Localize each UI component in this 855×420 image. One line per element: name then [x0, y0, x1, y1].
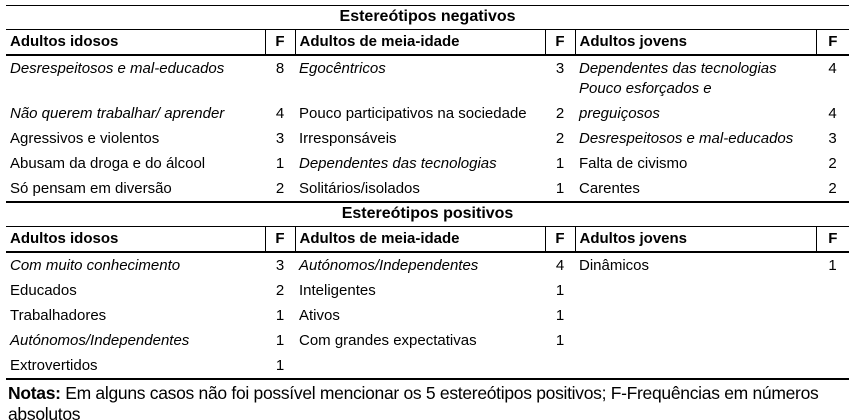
table-row: Trabalhadores 1 Ativos 1: [6, 303, 849, 328]
frequency-value: 1: [555, 282, 565, 299]
table-row: Com muito conhecimento 3 Autónomos/Indep…: [6, 252, 849, 278]
frequency-value: [816, 303, 849, 328]
frequency-value: 2: [816, 176, 850, 203]
stereotype-cell: [575, 278, 816, 303]
stereotype-cell: Não querem trabalhar/ aprender: [10, 105, 225, 122]
stereotype-cell: Educados: [10, 282, 77, 299]
column-header-middle-aged-adults: Adultos de meia-idade: [295, 226, 545, 253]
section-title-positive: Estereótipos positivos: [6, 202, 850, 227]
column-header-young-adults: Adultos jovens: [575, 29, 816, 56]
frequency-value: [545, 353, 575, 380]
stereotype-cell: Ativos: [299, 307, 340, 324]
frequency-value: 1: [275, 307, 285, 324]
stereotype-cell: Desrespeitosos e mal-educados: [10, 60, 225, 77]
frequency-value: 1: [555, 332, 565, 349]
stereotype-text: Dependentes das tecnologias: [579, 60, 777, 77]
stereotype-cell: Dependentes das tecnologias Pouco esforç…: [575, 55, 816, 101]
notes-text: Em alguns casos não foi possível mencion…: [8, 383, 819, 420]
column-header-older-adults: Adultos idosos: [6, 226, 265, 253]
frequency-value: 3: [275, 257, 285, 274]
stereotype-cell: [575, 303, 816, 328]
header-row-negative: Adultos idosos F Adultos de meia-idade F…: [6, 29, 850, 56]
frequency-value: 1: [275, 332, 285, 349]
frequency-value: 3: [555, 60, 565, 77]
stereotype-cell: Com grandes expectativas: [299, 332, 477, 349]
column-header-young-adults: Adultos jovens: [575, 226, 816, 253]
stereotype-cell: Dinâmicos: [579, 257, 650, 274]
frequency-value: 4: [555, 257, 565, 274]
column-header-frequency-1: F: [264, 29, 296, 56]
stereotype-cell: Autónomos/Independentes: [10, 332, 190, 349]
frequency-value: 1: [265, 353, 295, 380]
table-row: Só pensam em diversão 2 Solitários/isola…: [6, 176, 850, 203]
frequency-value: [816, 278, 849, 303]
frequency-value: 1: [828, 257, 837, 274]
stereotype-cell: Agressivos e violentos: [10, 130, 160, 147]
table-row: Autónomos/Independentes 1 Com grandes ex…: [6, 328, 849, 353]
header-row-positive: Adultos idosos F Adultos de meia-idade F…: [6, 226, 850, 253]
frequency-value: 3: [828, 130, 837, 147]
stereotype-text-wrap: Pouco esforçados e: [579, 80, 712, 97]
stereotype-cell: Irresponsáveis: [299, 130, 397, 147]
frequency-value: 1: [275, 155, 285, 172]
stereotype-cell: Extrovertidos: [6, 353, 265, 380]
frequency-value: 3: [275, 130, 285, 147]
column-header-middle-aged-adults: Adultos de meia-idade: [295, 29, 545, 56]
frequency-value: 2: [265, 176, 295, 203]
stereotype-cell: [575, 328, 816, 353]
stereotype-cell: Dependentes das tecnologias: [299, 155, 497, 172]
frequency-value: 4: [275, 105, 285, 122]
section-title-row-positive: Estereótipos positivos: [6, 202, 850, 227]
column-header-frequency-1: F: [264, 226, 296, 253]
table-row: Não querem trabalhar/ aprender 4 Pouco p…: [6, 101, 849, 126]
frequency-value: 2: [275, 282, 285, 299]
frequency-value: 1: [555, 155, 565, 172]
table-row: Abusam da droga e do álcool 1 Dependente…: [6, 151, 849, 176]
stereotypes-table: Estereótipos negativos Adultos idosos F …: [6, 5, 850, 380]
frequency-value: 2: [828, 155, 837, 172]
table-row: Extrovertidos 1: [6, 353, 850, 380]
stereotype-cell: Pouco participativos na sociedade: [299, 105, 527, 122]
table-notes: Notas: Em alguns casos não foi possível …: [6, 383, 849, 420]
stereotype-cell: Trabalhadores: [10, 307, 107, 324]
stereotype-cell: Carentes: [575, 176, 816, 203]
table-row: Desrespeitosos e mal-educados 8 Egocêntr…: [6, 55, 849, 101]
stereotype-cell: Abusam da droga e do álcool: [10, 155, 206, 172]
frequency-value: [816, 328, 849, 353]
stereotype-cell: Só pensam em diversão: [6, 176, 265, 203]
stereotype-cell: Inteligentes: [299, 282, 376, 299]
notes-label: Notas:: [8, 383, 61, 403]
section-title-row-negative: Estereótipos negativos: [6, 5, 850, 30]
column-header-older-adults: Adultos idosos: [6, 29, 265, 56]
table-row: Agressivos e violentos 3 Irresponsáveis …: [6, 126, 849, 151]
stereotype-cell: Falta de civismo: [579, 155, 688, 172]
stereotype-cell: [575, 353, 816, 380]
frequency-value: 1: [555, 307, 565, 324]
table-row: Educados 2 Inteligentes 1: [6, 278, 849, 303]
stereotype-cell: Solitários/isolados: [295, 176, 545, 203]
column-header-frequency-2: F: [544, 29, 576, 56]
section-title-negative: Estereótipos negativos: [6, 5, 850, 30]
stereotype-cell: Egocêntricos: [299, 60, 386, 77]
column-header-frequency-2: F: [544, 226, 576, 253]
frequency-value: 2: [555, 130, 565, 147]
column-header-frequency-3: F: [815, 29, 850, 56]
frequency-value: 2: [555, 105, 565, 122]
frequency-value: 8: [275, 60, 285, 77]
frequency-value: [816, 353, 850, 380]
stereotype-cell: Autónomos/Independentes: [299, 257, 479, 274]
stereotype-cell: Com muito conhecimento: [10, 257, 181, 274]
frequency-value: 1: [545, 176, 575, 203]
frequency-value: 4: [828, 105, 837, 122]
frequency-value: 4: [828, 60, 837, 77]
stereotype-cell: [295, 353, 545, 380]
stereotype-cell: preguiçosos: [579, 105, 660, 122]
stereotype-cell: Desrespeitosos e mal-educados: [579, 130, 794, 147]
column-header-frequency-3: F: [815, 226, 850, 253]
